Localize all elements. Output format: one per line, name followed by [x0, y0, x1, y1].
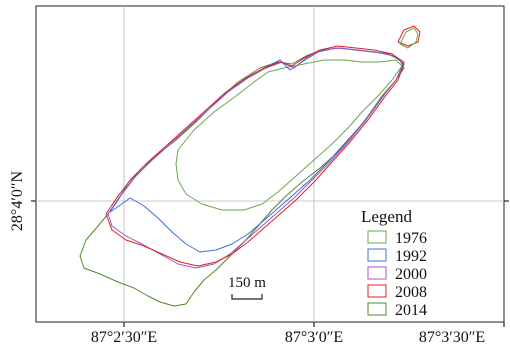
ticks	[31, 200, 509, 327]
legend-item-2000: 2000	[367, 266, 427, 283]
legend-swatch-2014	[367, 302, 387, 316]
boundary-2014	[79, 47, 405, 307]
lake-boundaries	[79, 25, 421, 307]
boundary-1976	[175, 59, 403, 211]
legend-label-2014: 2014	[395, 302, 427, 319]
lon-label-3: 87°3′30″E	[419, 329, 485, 346]
scale-bar: 150 m	[228, 275, 266, 300]
graticule	[36, 6, 504, 322]
boundary-2008	[105, 45, 405, 267]
legend-label-1992: 1992	[395, 248, 427, 265]
scale-bar-line	[231, 294, 263, 300]
legend-swatch-1976	[367, 230, 387, 244]
lon-label-1: 87°2′30″E	[91, 329, 157, 346]
lon-label-2: 87°3′0″E	[285, 329, 343, 346]
legend-swatch-2008	[367, 284, 387, 298]
boundary-ne-lobe-1	[397, 25, 421, 47]
boundary-1992	[109, 47, 405, 253]
legend-label-2008: 2008	[395, 284, 427, 301]
legend-item-1992: 1992	[367, 248, 427, 265]
legend: Legend 1976 1992 2000 2008 2014	[361, 207, 427, 319]
legend-item-2014: 2014	[367, 302, 427, 319]
map-frame	[35, 5, 505, 323]
legend-swatch-2000	[367, 266, 387, 280]
coordinate-labels: 87°2′30″E 87°3′0″E 87°3′30″E 28°4′0″N	[9, 171, 485, 346]
legend-label-2000: 2000	[395, 266, 427, 283]
legend-swatch-1992	[367, 248, 387, 262]
legend-item-1976: 1976	[367, 230, 427, 247]
boundary-ne-lobe-2	[399, 27, 419, 49]
legend-label-1976: 1976	[395, 230, 427, 247]
boundary-2000	[107, 47, 405, 269]
legend-title: Legend	[361, 207, 412, 226]
lat-label-1: 28°4′0″N	[9, 171, 26, 232]
legend-item-2008: 2008	[367, 284, 427, 301]
scale-bar-label: 150 m	[228, 275, 266, 291]
